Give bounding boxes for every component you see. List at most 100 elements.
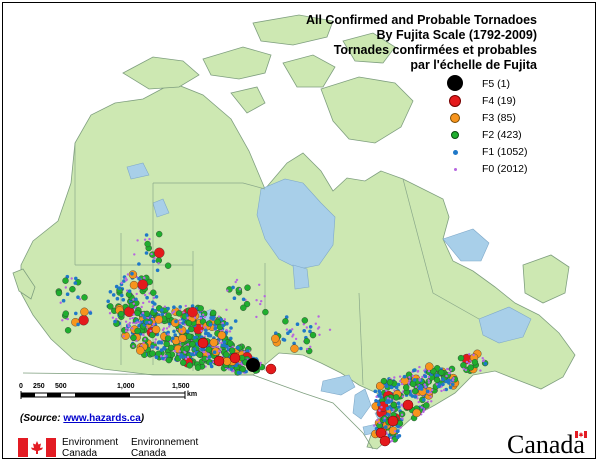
tornado-point: [140, 344, 143, 347]
tornado-point: [183, 345, 191, 352]
tornado-point: [435, 383, 438, 386]
legend-item-f2: F2 (423): [440, 127, 580, 143]
tornado-point: [418, 365, 421, 369]
tornado-point: [163, 305, 167, 308]
tornado-map[interactable]: [3, 3, 596, 459]
tornado-point: [197, 305, 204, 312]
tornado-point: [62, 310, 69, 317]
tornado-point: [160, 312, 165, 317]
tornado-point: [483, 361, 488, 366]
tornado-point: [200, 329, 203, 333]
tornado-point: [113, 319, 117, 324]
tornado-point: [120, 293, 124, 298]
tornado-point: [223, 318, 226, 321]
tornado-point: [396, 401, 401, 406]
tornado-point: [209, 338, 219, 347]
tornado-point: [150, 252, 153, 256]
tornado-point: [226, 289, 229, 292]
tornado-point: [155, 268, 160, 273]
tornado-point: [394, 385, 399, 390]
legend-label-f3: F3 (85): [482, 112, 516, 124]
tornado-point: [245, 349, 250, 353]
hudson-bay: [256, 178, 336, 270]
tornado-point: [81, 294, 88, 301]
tornado-point: [221, 321, 225, 325]
source-link[interactable]: www.hazards.ca: [63, 413, 141, 424]
tornado-point: [172, 305, 176, 310]
tornado-point: [292, 341, 296, 346]
tornado-point-f4: [229, 352, 241, 364]
tornado-point: [389, 385, 394, 390]
tornado-point: [383, 417, 386, 420]
tornado-point: [386, 397, 390, 400]
tornado-point: [481, 357, 484, 360]
tornado-point: [80, 307, 89, 316]
james-bay: [292, 264, 310, 290]
tornado-point: [259, 302, 262, 306]
tornado-point: [189, 341, 196, 348]
dept-english-line1: Environment: [62, 437, 119, 448]
tornado-point: [449, 368, 453, 371]
tornado-point: [130, 271, 134, 276]
tornado-point: [382, 418, 387, 423]
tornado-point: [231, 345, 234, 348]
map-title-line1: All Confirmed and Probable Tornadoes: [305, 13, 537, 27]
tornado-point: [229, 367, 234, 371]
tornado-point: [427, 381, 431, 384]
tornado-point: [233, 319, 238, 323]
tornado-point-f4: [197, 337, 209, 349]
tornado-point: [73, 281, 78, 285]
tornado-point: [378, 421, 381, 425]
tornado-point: [143, 338, 147, 341]
source-note: (Source: www.hazards.ca): [20, 413, 145, 424]
tornado-point: [430, 388, 434, 392]
tornado-point: [179, 359, 187, 366]
tornado-point: [435, 373, 439, 378]
tornado-point: [108, 312, 112, 315]
tornado-point: [436, 384, 441, 389]
tornado-point: [141, 311, 145, 315]
tornado-point: [59, 301, 62, 304]
ungava-bay: [442, 228, 490, 262]
tornado-point: [430, 400, 433, 403]
tornado-point: [153, 256, 156, 260]
tornado-point: [385, 389, 388, 392]
tornado-point: [396, 424, 400, 429]
canada-wordmark: Canada: [507, 430, 585, 459]
tornado-point: [203, 315, 207, 319]
tornado-point: [124, 279, 128, 282]
tornado-point: [397, 405, 401, 409]
tornado-point: [180, 330, 183, 333]
legend-symbol-f4: [449, 95, 461, 107]
tornado-point: [179, 355, 183, 359]
tornado-point: [438, 369, 445, 376]
tornado-point: [234, 280, 237, 284]
tornado-point: [217, 350, 221, 353]
tornado-point: [148, 321, 151, 324]
tornado-point: [88, 311, 93, 315]
tornado-point: [282, 318, 289, 325]
tornado-point: [142, 315, 147, 320]
tornado-point: [393, 376, 396, 379]
lake-huron: [352, 388, 372, 420]
tornado-point: [226, 340, 234, 347]
tornado-point: [120, 281, 123, 285]
tornado-point: [464, 368, 468, 372]
tornado-point: [212, 350, 217, 355]
tornado-point: [106, 299, 110, 304]
tornado-point: [231, 285, 235, 290]
tornado-point: [217, 331, 227, 340]
tornado-point: [174, 319, 178, 324]
tornado-point: [377, 402, 381, 407]
tornado-point: [263, 295, 266, 298]
tornado-point: [262, 308, 269, 316]
tornado-point: [62, 277, 69, 284]
tornado-point: [433, 376, 441, 384]
tornado-point: [472, 353, 475, 357]
tornado-point: [205, 346, 213, 353]
tornado-point: [290, 344, 299, 353]
tornado-point: [135, 339, 138, 342]
tornado-point: [165, 312, 172, 319]
great-slave-lake: [152, 198, 170, 218]
tornado-point: [448, 365, 456, 373]
